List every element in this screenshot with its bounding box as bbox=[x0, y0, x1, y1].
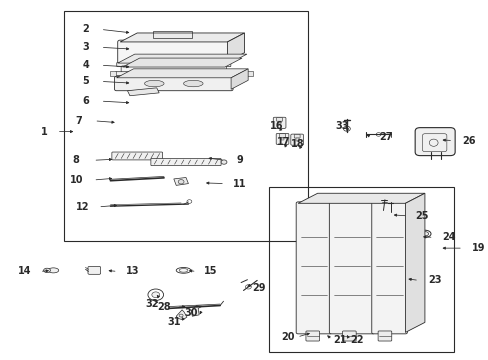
Text: 8: 8 bbox=[73, 155, 80, 165]
Polygon shape bbox=[118, 54, 246, 63]
Text: 21: 21 bbox=[332, 334, 346, 345]
Text: 20: 20 bbox=[281, 332, 295, 342]
Bar bbox=[153, 31, 192, 39]
Bar bbox=[295, 138, 298, 140]
FancyBboxPatch shape bbox=[276, 118, 282, 121]
Text: 6: 6 bbox=[82, 96, 89, 106]
FancyBboxPatch shape bbox=[88, 266, 101, 274]
Text: 4: 4 bbox=[82, 60, 89, 70]
FancyBboxPatch shape bbox=[273, 117, 285, 129]
Text: 25: 25 bbox=[415, 211, 428, 221]
FancyBboxPatch shape bbox=[118, 40, 229, 63]
Bar bbox=[281, 138, 284, 140]
FancyBboxPatch shape bbox=[115, 72, 232, 76]
Bar bbox=[110, 71, 116, 76]
Text: 19: 19 bbox=[471, 243, 484, 253]
Text: 15: 15 bbox=[203, 266, 217, 276]
Polygon shape bbox=[191, 306, 202, 316]
Ellipse shape bbox=[183, 80, 203, 87]
Text: 16: 16 bbox=[269, 121, 283, 131]
Text: 33: 33 bbox=[335, 121, 348, 131]
Text: 11: 11 bbox=[232, 179, 246, 189]
Polygon shape bbox=[405, 193, 424, 332]
FancyBboxPatch shape bbox=[371, 202, 407, 334]
FancyBboxPatch shape bbox=[112, 152, 162, 160]
Ellipse shape bbox=[420, 231, 427, 236]
Text: 3: 3 bbox=[82, 42, 89, 52]
Circle shape bbox=[152, 292, 159, 298]
Text: 31: 31 bbox=[167, 317, 180, 327]
FancyBboxPatch shape bbox=[414, 128, 454, 156]
Text: 27: 27 bbox=[378, 132, 392, 142]
Ellipse shape bbox=[48, 268, 59, 273]
FancyBboxPatch shape bbox=[296, 202, 331, 334]
Text: 32: 32 bbox=[145, 299, 158, 309]
Text: 23: 23 bbox=[427, 275, 441, 285]
FancyBboxPatch shape bbox=[305, 331, 319, 341]
Circle shape bbox=[221, 160, 226, 164]
Polygon shape bbox=[116, 69, 247, 78]
Bar bbox=[268, 187, 453, 352]
Ellipse shape bbox=[43, 268, 50, 273]
Text: 26: 26 bbox=[461, 136, 474, 145]
Bar bbox=[246, 71, 252, 76]
Text: 10: 10 bbox=[69, 175, 83, 185]
FancyBboxPatch shape bbox=[114, 76, 233, 91]
FancyBboxPatch shape bbox=[290, 134, 303, 145]
Text: 5: 5 bbox=[82, 76, 89, 86]
Polygon shape bbox=[176, 310, 186, 320]
Text: 9: 9 bbox=[236, 155, 243, 165]
Text: 24: 24 bbox=[442, 232, 455, 242]
Text: 1: 1 bbox=[41, 127, 48, 136]
FancyBboxPatch shape bbox=[276, 134, 288, 144]
Polygon shape bbox=[173, 177, 188, 185]
Ellipse shape bbox=[144, 80, 163, 87]
FancyBboxPatch shape bbox=[279, 134, 285, 137]
Text: 18: 18 bbox=[291, 139, 305, 149]
Text: 30: 30 bbox=[184, 308, 197, 318]
FancyBboxPatch shape bbox=[342, 331, 355, 341]
Circle shape bbox=[178, 180, 183, 184]
Text: 22: 22 bbox=[349, 334, 363, 345]
Text: 13: 13 bbox=[125, 266, 139, 276]
Text: 14: 14 bbox=[18, 266, 32, 276]
Polygon shape bbox=[231, 69, 247, 89]
Text: 17: 17 bbox=[276, 138, 290, 147]
Bar bbox=[278, 122, 281, 124]
Text: 29: 29 bbox=[252, 283, 265, 293]
Text: 12: 12 bbox=[76, 202, 89, 212]
FancyBboxPatch shape bbox=[117, 62, 230, 67]
Polygon shape bbox=[120, 33, 244, 42]
Ellipse shape bbox=[179, 269, 187, 272]
Polygon shape bbox=[122, 58, 242, 67]
FancyBboxPatch shape bbox=[377, 331, 391, 341]
Text: 2: 2 bbox=[82, 24, 89, 35]
FancyBboxPatch shape bbox=[329, 202, 374, 334]
Bar bbox=[64, 12, 307, 241]
FancyBboxPatch shape bbox=[294, 134, 300, 138]
Polygon shape bbox=[127, 88, 159, 96]
Text: 7: 7 bbox=[75, 116, 82, 126]
FancyBboxPatch shape bbox=[121, 66, 226, 72]
Text: 28: 28 bbox=[157, 302, 170, 312]
Polygon shape bbox=[227, 33, 244, 62]
Polygon shape bbox=[298, 193, 424, 203]
FancyBboxPatch shape bbox=[151, 158, 221, 166]
